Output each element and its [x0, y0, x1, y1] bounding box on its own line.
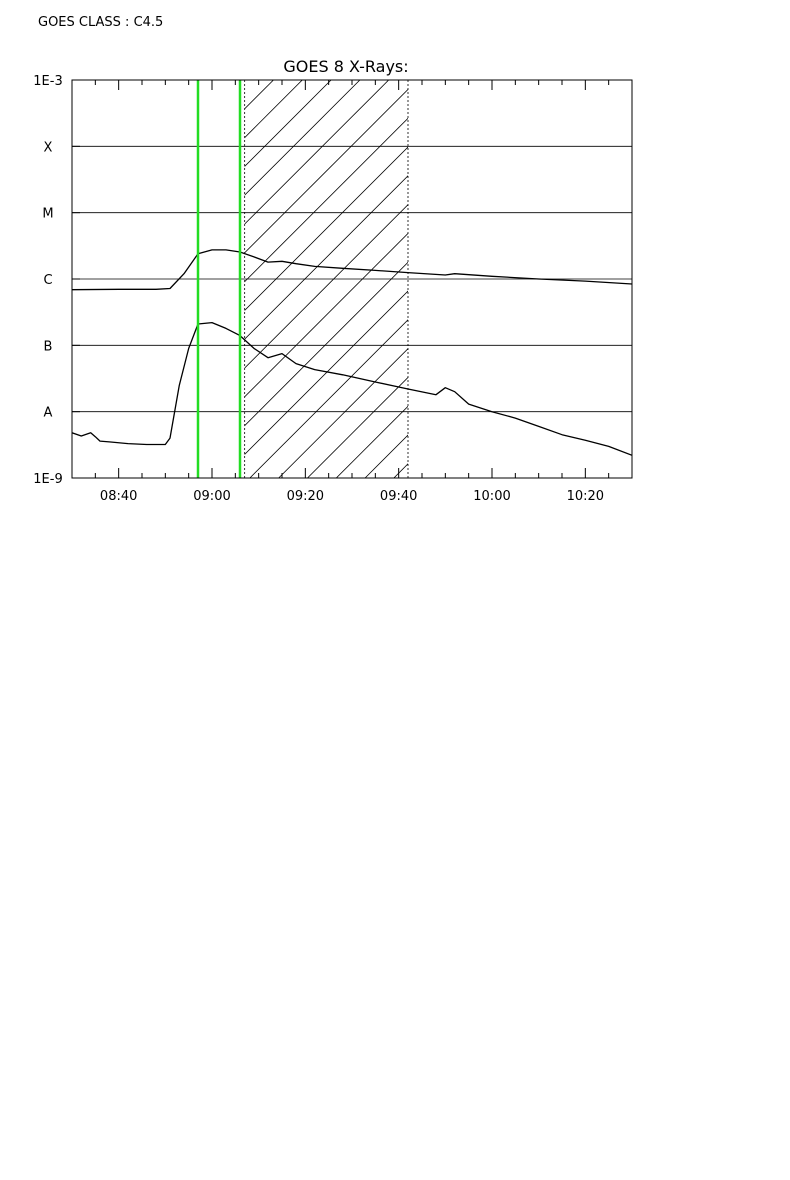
y-max-label: 1E-3 — [33, 74, 62, 89]
x-axis-ticks: 08:40 09:00 09:20 09:40 10:00 10:20 — [71, 80, 633, 504]
class-label-a: A — [44, 406, 53, 421]
class-label-c: C — [43, 273, 52, 288]
goes-class-label: GOES CLASS : C4.5 — [38, 15, 163, 30]
plot-frame — [71, 79, 633, 479]
x-tick-label: 08:40 — [100, 489, 137, 504]
x-tick-label: 09:40 — [380, 489, 417, 504]
x-tick-label: 10:20 — [567, 489, 604, 504]
x-tick-label: 09:20 — [287, 489, 324, 504]
xray-series — [72, 249, 632, 456]
series-line-2 — [72, 321, 632, 456]
y-min-label: 1E-9 — [33, 472, 62, 487]
x-tick-label: 10:00 — [473, 489, 510, 504]
y-axis-labels: A B C M X 1E-9 1E-3 — [33, 74, 80, 487]
class-label-b: B — [44, 339, 53, 354]
chart-title: GOES 8 X-Rays: — [283, 57, 408, 76]
class-label-m: M — [42, 207, 53, 222]
time-markers — [196, 80, 242, 478]
x-tick-label: 09:00 — [193, 489, 230, 504]
series-line-1 — [72, 249, 632, 291]
class-label-x: X — [44, 140, 53, 155]
